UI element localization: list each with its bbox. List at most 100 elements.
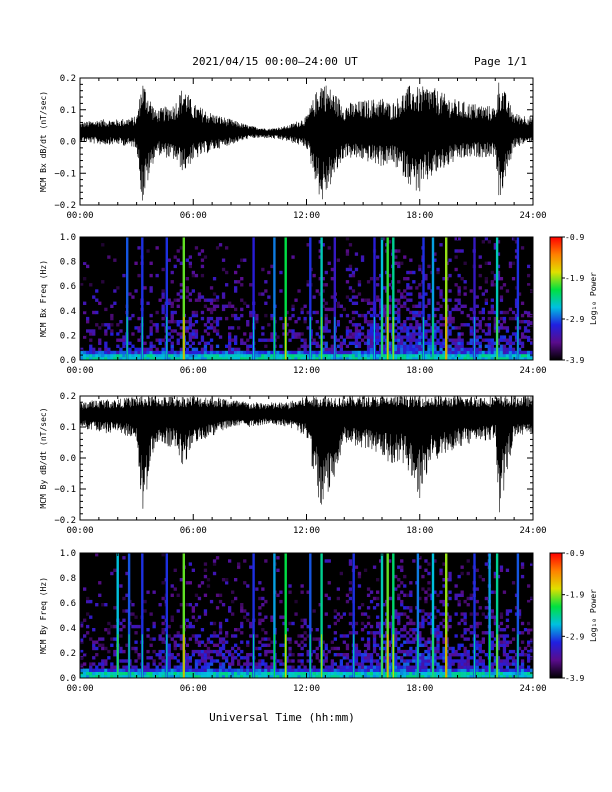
spectrogram-cell — [397, 649, 401, 654]
spectrogram-cell — [354, 621, 359, 626]
spectrogram-cell — [379, 674, 383, 679]
spectrogram-cell — [490, 347, 494, 352]
spectrogram-cell — [493, 273, 497, 278]
spectrogram-cell — [388, 310, 392, 315]
spectrogram-cell — [237, 326, 241, 330]
x-tick-label: 24:00 — [519, 684, 546, 694]
spectrogram-cell — [436, 649, 440, 654]
spectrogram-cell — [255, 634, 259, 638]
spectrogram-cell — [188, 581, 192, 585]
spectrogram-cell — [267, 643, 271, 647]
spectrogram-cell — [439, 313, 443, 318]
spectrogram-cell — [122, 338, 126, 342]
spectrogram-cell — [360, 255, 365, 259]
spectrogram-cell — [421, 643, 425, 647]
spectrogram-cell — [212, 634, 217, 638]
spectrogram-cell — [339, 571, 343, 576]
spectrogram-cell — [527, 649, 531, 654]
spectrogram-cell — [258, 671, 262, 676]
spectrogram-cell — [372, 634, 377, 638]
y-tick-label: −0.1 — [54, 169, 76, 179]
spectrogram-cell — [348, 350, 353, 355]
spectrogram-cell — [321, 674, 325, 679]
spectrogram-cell — [197, 649, 202, 654]
spectrogram-cell — [279, 590, 283, 594]
spectrogram-cell — [499, 298, 504, 302]
spectrogram-cell — [511, 674, 516, 679]
spectrogram-cell — [110, 323, 114, 327]
spectrogram-cell — [400, 674, 404, 679]
spectrogram-cell — [397, 665, 401, 669]
spectrogram-cell — [98, 581, 102, 585]
spectrogram-cell — [508, 350, 513, 355]
spectrogram-cell — [321, 640, 325, 644]
spectrogram-streak-core — [387, 634, 389, 679]
spectrogram-cell — [496, 643, 501, 647]
spectrogram-cell — [152, 323, 156, 327]
spectrogram-cell — [499, 659, 504, 663]
spectrogram-cell — [179, 295, 183, 299]
spectrogram-cell — [369, 350, 374, 355]
spectrogram-cell — [388, 643, 392, 647]
spectrogram-cell — [397, 298, 401, 302]
spectrogram-cell — [520, 665, 525, 669]
spectrogram-cell — [318, 255, 322, 259]
spectrogram-cell — [403, 323, 407, 327]
spectrogram-cell — [336, 258, 340, 262]
spectrogram-cell — [433, 326, 437, 330]
spectrogram-cell — [514, 298, 519, 302]
spectrogram-cell — [412, 628, 416, 632]
spectrogram-cell — [502, 347, 507, 352]
spectrogram-cell — [152, 637, 156, 641]
spectrogram-cell — [261, 671, 265, 676]
spectrogram-cell — [403, 674, 407, 679]
spectrogram-cell — [107, 631, 111, 635]
spectrogram-cell — [348, 631, 353, 635]
spectrogram-cell — [312, 665, 316, 669]
spectrogram-cell — [209, 634, 214, 638]
page-indicator: Page 1/1 — [474, 55, 527, 68]
spectrogram-cell — [315, 350, 319, 355]
spectrogram-cell — [394, 323, 398, 327]
spectrogram-cell — [424, 618, 428, 622]
spectrogram-cell — [215, 246, 220, 250]
spectrogram-cell — [212, 559, 217, 563]
spectrogram-cell — [484, 289, 488, 293]
y-tick-label: −0.2 — [54, 201, 76, 211]
spectrogram-cell — [397, 584, 401, 588]
spectrogram-cell — [454, 341, 458, 345]
spectrogram-cell — [327, 307, 331, 312]
spectrogram-cell — [403, 301, 407, 305]
spectrogram-cell — [460, 671, 464, 676]
spectrogram-cell — [152, 674, 156, 679]
spectrogram-cell — [484, 631, 488, 635]
spectrogram-cell — [487, 323, 491, 327]
spectrogram-cell — [113, 653, 117, 657]
spectrogram-cell — [409, 628, 413, 632]
spectrogram-cell — [454, 338, 458, 342]
spectrogram-cell — [228, 606, 232, 610]
spectrogram-cell — [403, 612, 407, 616]
spectrogram-cell — [321, 335, 325, 339]
spectrogram-cell — [379, 298, 383, 302]
spectrogram-cell — [490, 350, 494, 355]
spectrogram-cell — [454, 326, 458, 330]
spectrogram-cell — [478, 353, 482, 358]
spectrogram-cell — [113, 353, 117, 358]
spectrogram-cell — [363, 313, 368, 318]
spectrogram-cell — [397, 565, 401, 569]
spectrogram-cell — [194, 665, 199, 669]
spectrogram-cell — [300, 674, 304, 679]
spectrogram-cell — [240, 674, 244, 679]
spectrogram-cell — [170, 316, 174, 321]
spectrogram-cell — [89, 671, 93, 676]
spectrogram-cell — [403, 347, 407, 352]
spectrogram-cell — [318, 240, 322, 244]
spectrogram-cell — [469, 326, 473, 330]
y-tick-label: 0.2 — [60, 649, 76, 659]
spectrogram-cell — [451, 353, 455, 358]
spectrogram-cell — [170, 668, 174, 672]
spectrogram-cell — [351, 335, 356, 339]
spectrogram-cell — [348, 320, 353, 324]
spectrogram-cell — [451, 341, 455, 345]
